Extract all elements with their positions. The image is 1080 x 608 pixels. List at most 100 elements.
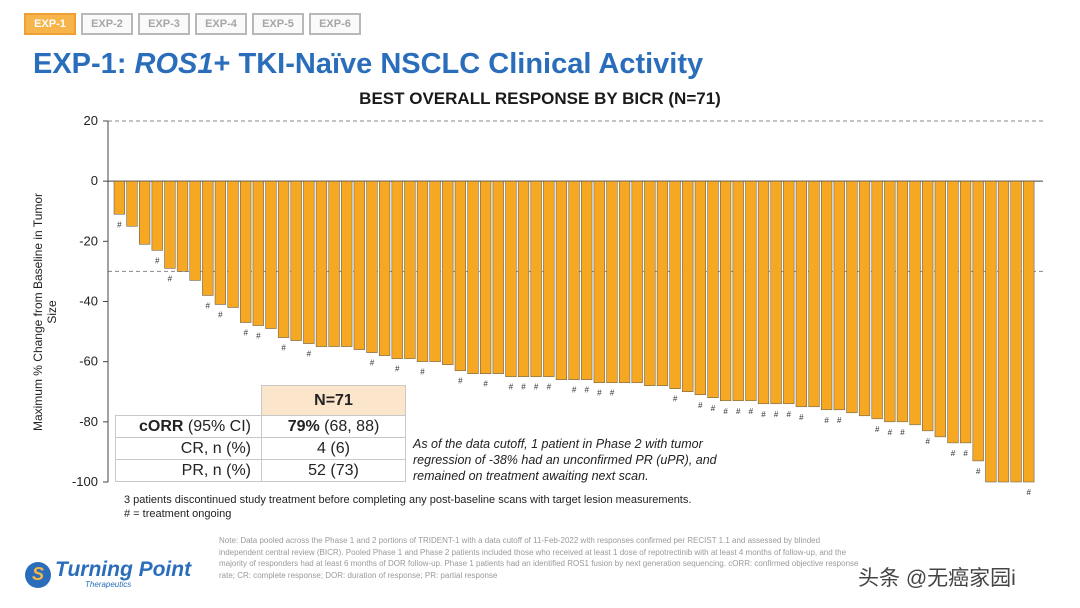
ongoing-marker: # — [547, 383, 552, 392]
ongoing-marker: # — [610, 389, 615, 398]
response-bar — [997, 180, 1010, 483]
response-bar — [151, 180, 163, 251]
response-bar — [480, 180, 492, 374]
tab-exp-1[interactable]: EXP-1 — [24, 13, 76, 35]
ongoing-marker: # — [723, 407, 728, 416]
response-bar — [682, 180, 694, 392]
footnote-ongoing: # = treatment ongoing — [124, 508, 232, 520]
table-row-label: PR, n (%) — [115, 459, 262, 482]
table-row-value: 4 (6) — [261, 437, 406, 460]
response-bar — [821, 180, 833, 411]
ongoing-marker: # — [875, 425, 880, 434]
response-bar — [884, 180, 896, 423]
table-row-label: cORR (95% CI) — [115, 415, 262, 438]
response-bar — [1023, 180, 1035, 483]
response-bar — [871, 180, 883, 420]
footnote-discontinued: 3 patients discontinued study treatment … — [124, 494, 692, 506]
ongoing-marker: # — [1027, 488, 1032, 497]
table-row: PR, n (%) 52 (73) — [115, 459, 406, 482]
response-bar — [328, 180, 340, 347]
tab-exp-5[interactable]: EXP-5 — [252, 13, 304, 35]
ongoing-marker: # — [117, 220, 122, 229]
response-bar — [277, 180, 290, 338]
y-tick-label: -20 — [79, 233, 98, 248]
logo-icon: S — [25, 561, 51, 588]
response-bar — [467, 180, 479, 374]
response-bar — [593, 180, 605, 383]
company-logo: S Turning Point Therapeutics — [25, 558, 192, 589]
response-bar — [707, 180, 719, 399]
response-table: N=71 cORR (95% CI) 79% (68, 88) CR, n (%… — [115, 385, 406, 482]
response-bar — [644, 180, 656, 386]
ongoing-marker: # — [256, 332, 261, 341]
response-bar — [442, 180, 454, 365]
ongoing-marker: # — [711, 404, 716, 413]
ongoing-marker: # — [395, 365, 400, 374]
response-bar — [240, 180, 252, 323]
y-tick-label: -100 — [72, 474, 98, 489]
table-row-value: 52 (73) — [261, 459, 406, 482]
table-row: cORR (95% CI) 79% (68, 88) — [115, 415, 406, 438]
response-bar — [669, 180, 681, 389]
ongoing-marker: # — [281, 344, 286, 353]
response-bar — [985, 180, 997, 483]
tab-exp-4[interactable]: EXP-4 — [195, 13, 247, 35]
response-bar — [606, 180, 618, 383]
ongoing-marker: # — [534, 383, 539, 392]
response-bar — [189, 180, 201, 281]
response-bar — [416, 180, 429, 362]
ongoing-marker: # — [572, 386, 577, 395]
ongoing-marker: # — [420, 368, 425, 377]
response-bar — [694, 180, 706, 396]
ongoing-marker: # — [155, 256, 160, 265]
table-row-value: 79% (68, 88) — [261, 415, 406, 438]
response-bar — [505, 180, 517, 377]
experiment-tabs: EXP-1 EXP-2 EXP-3 EXP-4 EXP-5 EXP-6 — [24, 13, 361, 35]
uPR-annotation: As of the data cutoff, 1 patient in Phas… — [413, 437, 717, 483]
ongoing-marker: # — [673, 395, 678, 404]
ongoing-marker: # — [824, 416, 829, 425]
tab-exp-2[interactable]: EXP-2 — [81, 13, 133, 35]
ongoing-marker: # — [168, 274, 173, 283]
response-bar — [176, 180, 189, 272]
ongoing-marker: # — [749, 407, 754, 416]
ongoing-marker: # — [521, 383, 526, 392]
ongoing-marker: # — [307, 350, 312, 359]
response-bar — [164, 180, 176, 269]
logo-name: Turning Point — [55, 558, 192, 581]
watermark: 头条 @无癌家园i — [858, 567, 1016, 590]
response-bar — [909, 180, 921, 426]
table-header-row: N=71 — [116, 385, 406, 416]
response-bar — [618, 180, 631, 383]
response-bar — [315, 180, 328, 347]
response-bar — [858, 180, 871, 417]
ongoing-marker: # — [787, 410, 792, 419]
table-corner — [116, 386, 262, 416]
response-bar — [214, 180, 227, 305]
ongoing-marker: # — [888, 428, 893, 437]
response-bar — [719, 180, 732, 402]
table-header: N=71 — [261, 385, 406, 416]
response-bar — [290, 180, 302, 341]
response-bar — [922, 180, 934, 432]
response-bar — [530, 180, 542, 377]
response-bar — [783, 180, 795, 405]
response-bar — [656, 180, 669, 386]
ongoing-marker: # — [206, 301, 211, 310]
response-bar — [959, 180, 972, 444]
tab-exp-6[interactable]: EXP-6 — [309, 13, 361, 35]
ongoing-marker: # — [976, 467, 981, 476]
slide-title: EXP-1: ROS1+ TKI-Naïve NSCLC Clinical Ac… — [33, 48, 703, 81]
response-bar — [1010, 180, 1022, 483]
response-bar — [202, 180, 214, 296]
response-bar — [429, 180, 441, 362]
logo-text: Turning Point Therapeutics — [55, 558, 192, 589]
response-bar — [139, 180, 151, 245]
response-bar — [581, 180, 593, 380]
y-tick-label: 0 — [91, 173, 98, 188]
ongoing-marker: # — [900, 428, 905, 437]
ongoing-marker: # — [736, 407, 741, 416]
tab-exp-3[interactable]: EXP-3 — [138, 13, 190, 35]
response-bar — [126, 180, 138, 227]
